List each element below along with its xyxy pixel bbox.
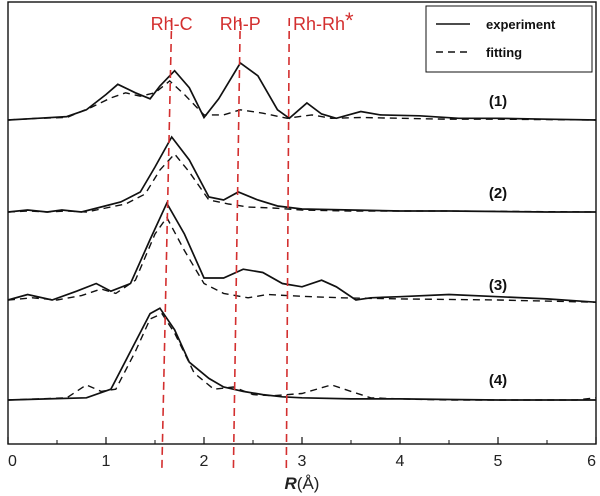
trace-2-experiment-line <box>7 135 596 213</box>
trace-2-label: (2) <box>489 185 507 202</box>
x-tick-label-1: 1 <box>102 453 111 470</box>
trace-4-label: (4) <box>489 372 507 389</box>
x-tick-label-4: 4 <box>396 453 405 470</box>
x-axis-symbol: R <box>285 474 298 493</box>
trace-4-experiment-line <box>7 307 596 401</box>
ref-line-rh-p <box>232 17 242 471</box>
x-tick-label-6: 6 <box>587 453 596 470</box>
reference-lines-layer: Rh-C Rh-P Rh-Rh* <box>151 8 354 471</box>
ref-line-rh-c-label: Rh-C <box>151 14 193 34</box>
trace-2-fitting-line <box>7 152 597 213</box>
x-ticks-layer: 0 1 2 3 4 5 6 <box>7 437 597 470</box>
trace-4-fitting-line <box>7 312 597 401</box>
traces-layer <box>7 61 597 401</box>
trace-labels-layer: (1) (2) (3) (4) <box>489 93 507 389</box>
legend-label-experiment: experiment <box>486 17 556 32</box>
x-axis-unit: (Å) <box>297 474 320 493</box>
trace-3-fitting-line <box>7 216 597 303</box>
legend: experiment fitting <box>425 5 593 73</box>
ref-line-rh-rh-star: * <box>345 8 354 33</box>
legend-box <box>425 5 593 73</box>
ref-line-rh-rh-label: Rh-Rh* <box>293 8 354 34</box>
trace-1-fitting-line <box>7 79 597 121</box>
ref-line-rh-p-label: Rh-P <box>220 14 261 34</box>
x-axis-title: R(Å) <box>285 474 320 493</box>
ref-line-rh-c <box>161 17 173 471</box>
x-tick-label-0: 0 <box>8 453 17 470</box>
x-tick-label-5: 5 <box>494 453 503 470</box>
legend-label-fitting: fitting <box>486 45 522 60</box>
trace-1-label: (1) <box>489 93 507 110</box>
ref-line-rh-rh <box>285 17 291 471</box>
trace-3-experiment-line <box>7 201 597 304</box>
trace-3-label: (3) <box>489 277 507 294</box>
x-tick-label-3: 3 <box>298 453 307 470</box>
x-tick-label-2: 2 <box>200 453 209 470</box>
